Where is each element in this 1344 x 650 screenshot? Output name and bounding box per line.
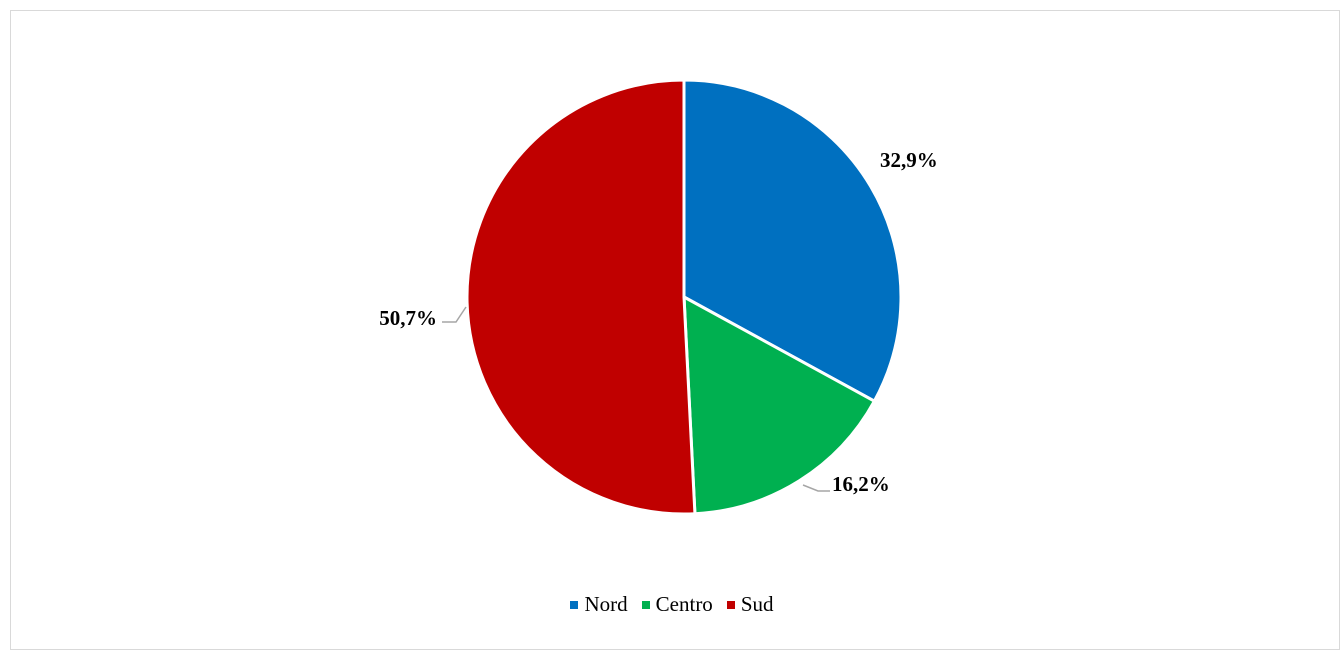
pie-slice-sud — [465, 78, 697, 516]
data-labels: 32,9% 16,2% 50,7% — [379, 148, 938, 496]
pie-slice-centro — [682, 294, 877, 516]
data-label-sud: 50,7% — [379, 306, 437, 330]
leader-line-sud — [442, 306, 467, 323]
legend-label-nord: Nord — [584, 592, 628, 616]
data-label-nord: 32,9% — [880, 148, 938, 172]
legend-label-sud: Sud — [740, 592, 774, 616]
data-label-centro: 16,2% — [832, 472, 890, 496]
leader-line-centro — [802, 484, 830, 492]
legend-item-sud: Sud — [726, 592, 774, 617]
legend-swatch-sud — [726, 600, 735, 609]
pie-slices — [465, 78, 903, 516]
legend-label-centro: Centro — [655, 592, 713, 616]
legend: Nord Centro Sud — [0, 592, 1344, 617]
legend-swatch-nord — [570, 600, 579, 609]
legend-swatch-centro — [641, 600, 650, 609]
legend-item-centro: Centro — [641, 592, 713, 617]
pie-slice-nord — [682, 78, 903, 404]
leader-lines — [442, 306, 830, 492]
legend-item-nord: Nord — [570, 592, 628, 617]
